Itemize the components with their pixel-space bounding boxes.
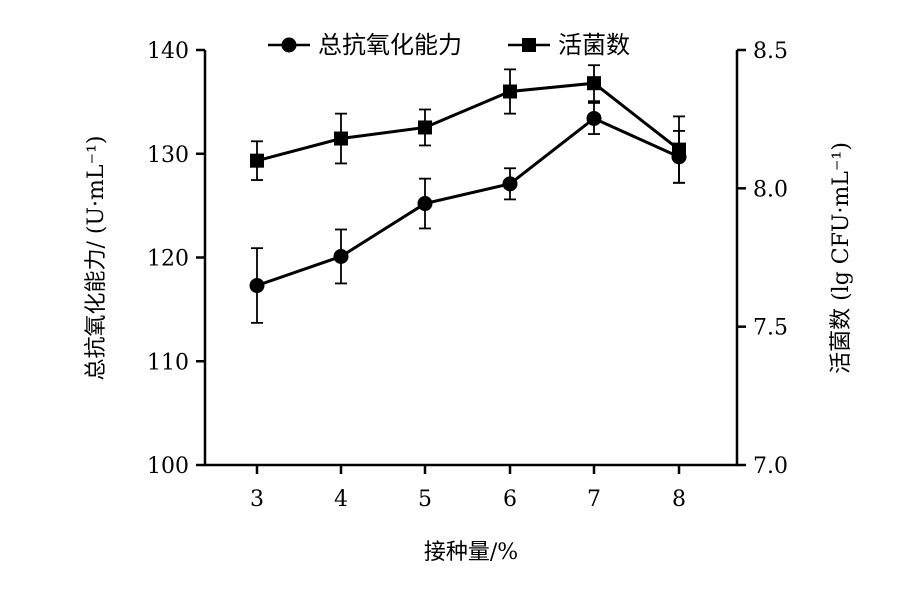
data-point-viable-count <box>503 84 517 99</box>
x-tick-label: 7 <box>587 487 601 512</box>
left-y-tick-label: 110 <box>147 350 189 375</box>
data-point-antioxidant <box>249 278 265 294</box>
legend-label-antioxidant: 总抗氧化能力 <box>318 31 462 59</box>
legend-marker-viable-count <box>522 38 536 52</box>
left-y-tick-label: 130 <box>147 143 189 168</box>
data-point-viable-count <box>250 153 264 168</box>
right-y-tick-label: 8.0 <box>753 177 788 202</box>
error-bars <box>251 64 685 324</box>
data-point-antioxidant <box>502 176 518 192</box>
left-y-tick-label: 120 <box>147 247 189 272</box>
legend-marker-antioxidant <box>281 37 297 53</box>
right-y-axis-title: 活菌数 (lg CFU·mL⁻¹) <box>829 142 854 374</box>
data-point-antioxidant <box>586 110 602 126</box>
ticks: 100 110 120 130 140 7.0 7.5 8.0 8.5 3 4 5 6 7 8 <box>147 39 788 512</box>
x-tick-label: 5 <box>418 487 432 512</box>
data-point-antioxidant <box>333 248 349 264</box>
data-point-viable-count <box>587 76 601 91</box>
right-y-tick-label: 7.0 <box>753 454 788 479</box>
x-tick-label: 8 <box>672 487 686 512</box>
right-y-tick-label: 7.5 <box>753 316 788 341</box>
right-y-tick-label: 8.5 <box>753 39 788 64</box>
x-tick-label: 3 <box>250 487 264 512</box>
x-tick-label: 4 <box>334 487 348 512</box>
left-y-tick-label: 100 <box>147 454 189 479</box>
data-point-viable-count <box>672 142 686 157</box>
series-lines <box>256 81 680 287</box>
legend: 总抗氧化能力 活菌数 <box>268 31 630 59</box>
left-y-axis-title: 总抗氧化能力/ (U·mL⁻¹) <box>84 135 109 380</box>
series-line-antioxidant <box>256 116 680 287</box>
series-line-viable-count <box>256 81 680 163</box>
axes <box>203 50 739 467</box>
data-point-antioxidant <box>417 196 433 212</box>
left-y-tick-label: 140 <box>147 39 189 64</box>
data-point-viable-count <box>418 120 432 135</box>
legend-label-viable-count: 活菌数 <box>558 31 630 59</box>
series-markers <box>249 76 687 294</box>
x-axis-title: 接种量/% <box>424 540 518 565</box>
x-tick-label: 6 <box>503 487 517 512</box>
data-point-viable-count <box>334 131 348 146</box>
